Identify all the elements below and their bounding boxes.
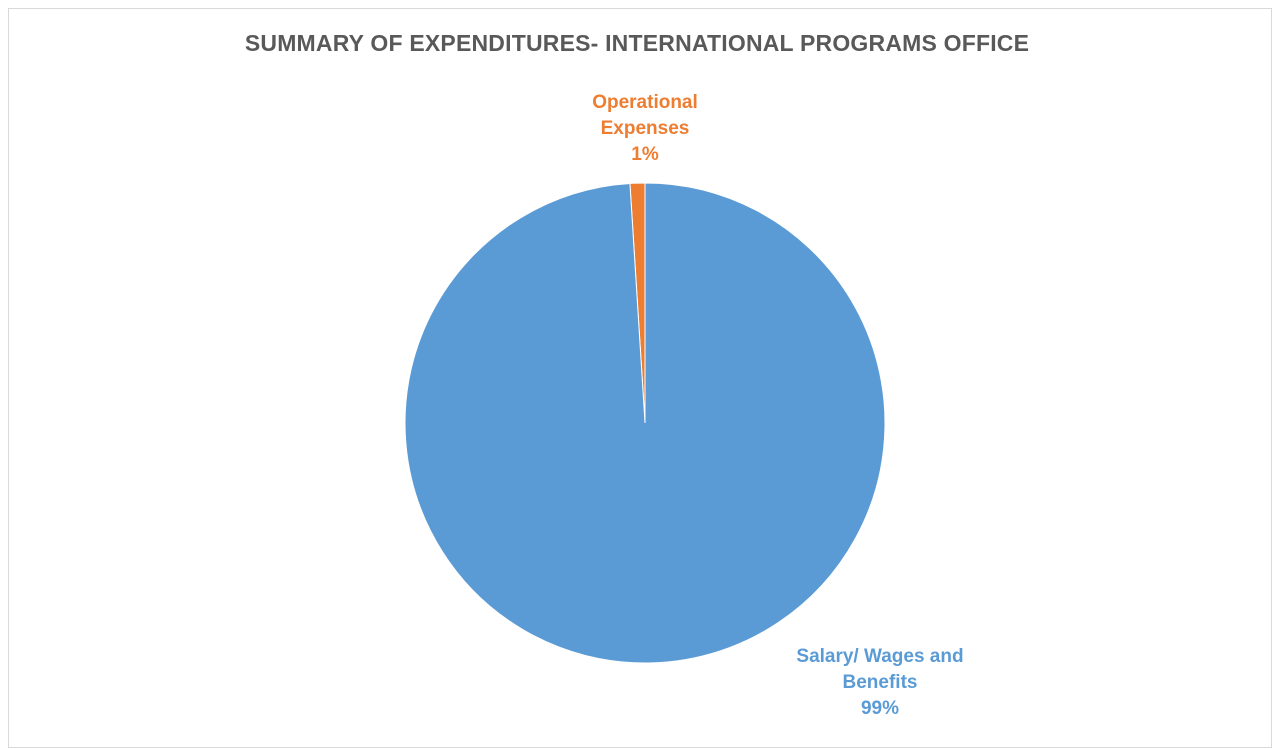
pie-slice-salary-wages-and-benefits — [404, 182, 886, 664]
chart-title: SUMMARY OF EXPENDITURES- INTERNATIONAL P… — [244, 30, 1030, 56]
data-label-salary-wages-benefits: Salary/ Wages and Benefits 99% — [755, 644, 1005, 722]
data-label-percent: 99% — [860, 698, 900, 719]
data-label-operational-expenses: Operational Expenses 1% — [560, 90, 730, 168]
data-label-line1: Operational — [592, 92, 698, 113]
data-label-line2: Expenses — [600, 118, 690, 139]
data-label-percent: 1% — [631, 144, 659, 165]
data-label-line2: Benefits — [842, 672, 918, 693]
data-label-line1: Salary/ Wages and — [796, 646, 964, 667]
